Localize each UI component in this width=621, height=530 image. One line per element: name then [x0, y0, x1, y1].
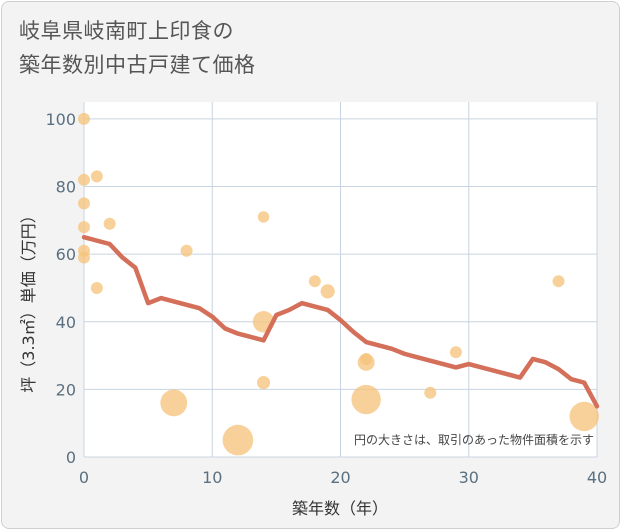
- bubble-point: [449, 346, 462, 359]
- x-tick-label: 40: [587, 468, 607, 487]
- bubble-point: [90, 170, 103, 183]
- bubble-point: [257, 211, 270, 223]
- y-tick-labels: 0 20 40 60 80 100: [45, 110, 76, 467]
- bubble-point: [78, 112, 90, 125]
- bubble-point: [569, 401, 599, 432]
- y-tick-label: 0: [66, 448, 76, 467]
- bubble-point: [103, 217, 116, 230]
- y-tick-label: 100: [45, 110, 76, 129]
- bubble-point: [424, 386, 437, 399]
- bubble-point: [351, 384, 381, 415]
- chart-title-line-1: 岐阜県岐南町上印食の: [19, 19, 234, 43]
- y-tick-label: 80: [56, 178, 76, 197]
- x-tick-label: 0: [79, 468, 89, 487]
- x-tick-label: 20: [330, 468, 350, 487]
- x-tick-label: 30: [459, 468, 479, 487]
- trend-line: [81, 234, 600, 409]
- x-tick-label: 10: [202, 468, 222, 487]
- bubble-point: [320, 284, 335, 299]
- bubble-point: [308, 275, 321, 288]
- y-tick-label: 20: [56, 380, 76, 399]
- bubble-point: [160, 389, 188, 417]
- chart-title-line-2: 築年数別中古戸建て価格: [19, 53, 256, 77]
- bubble-series: [78, 112, 599, 456]
- bubble-point: [78, 221, 90, 234]
- trend-series: [81, 234, 600, 409]
- y-axis-title: 坪（3.3㎡）単価（万円）: [19, 207, 38, 392]
- bubble-point: [90, 281, 103, 294]
- bubble-point: [78, 197, 90, 210]
- chart-title: 岐阜県岐南町上印食の 築年数別中古戸建て価格: [19, 14, 256, 82]
- x-tick-labels: 0 10 20 30 40: [79, 468, 607, 487]
- bubble-point: [222, 424, 254, 456]
- grid-lines: [83, 102, 598, 458]
- y-tick-label: 40: [56, 313, 76, 332]
- bubble-point: [552, 275, 565, 288]
- bubble-point: [357, 353, 375, 371]
- bubble-point: [78, 173, 90, 186]
- size-legend-note: 円の大きさは、取引のあった物件面積を示す: [354, 432, 594, 447]
- bubble-point: [256, 376, 271, 390]
- y-tick-label: 60: [56, 245, 76, 264]
- bubble-point: [78, 251, 90, 264]
- x-axis-title: 築年数（年）: [292, 499, 388, 518]
- bubble-point: [180, 244, 193, 257]
